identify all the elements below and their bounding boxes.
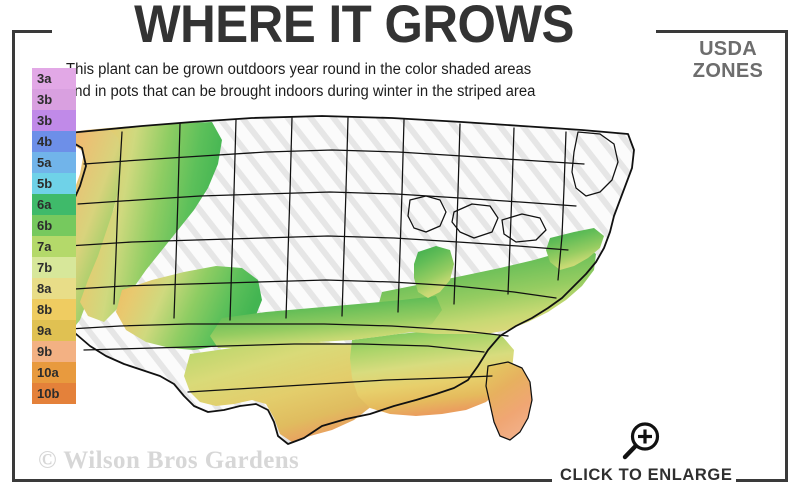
region-texas — [184, 342, 388, 442]
legend-swatch-label: 9b — [37, 344, 53, 359]
legend-swatch-label: 3a — [37, 71, 52, 86]
legend-swatch-label: 7a — [37, 239, 52, 254]
legend-swatch-label: 10a — [37, 365, 59, 380]
legend-swatch-label: 8b — [37, 302, 53, 317]
legend-swatch-3b-2: 3b — [32, 110, 76, 131]
copyright-watermark: © Wilson Bros Gardens — [38, 447, 300, 474]
legend-swatch-9b-13: 9b — [32, 341, 76, 362]
legend-swatch-label: 6a — [37, 197, 52, 212]
legend-swatch-10a-14: 10a — [32, 362, 76, 383]
legend-swatch-5a-4: 5a — [32, 152, 76, 173]
region-southeast — [350, 330, 514, 416]
click-to-enlarge-label[interactable]: CLICK TO ENLARGE — [556, 466, 737, 484]
subtitle-line-1: This plant can be grown outdoors year ro… — [66, 61, 532, 78]
page-title: WHERE IT GROWS — [134, 0, 574, 54]
legend-title-line-1: USDA — [699, 38, 757, 60]
legend-swatch-label: 5b — [37, 176, 53, 191]
legend-swatch-label: 5a — [37, 155, 52, 170]
region-midwest-fringe — [210, 296, 442, 348]
legend-title-line-2: ZONES — [692, 60, 764, 82]
state-borders — [45, 115, 635, 445]
subtitle-line-2: and in pots that can be brought indoors … — [66, 83, 536, 100]
legend-swatch-4b-3: 4b — [32, 131, 76, 152]
frame-gap-title — [52, 24, 656, 40]
legend-title: USDA ZONES — [676, 38, 780, 82]
legend-swatch-label: 9a — [37, 323, 52, 338]
magnify-plus-icon[interactable] — [616, 418, 664, 466]
usda-zone-map[interactable] — [22, 104, 662, 464]
legend-swatch-8a-10: 8a — [32, 278, 76, 299]
legend-swatch-label: 3b — [37, 92, 53, 107]
legend-swatch-label: 10b — [37, 386, 60, 401]
legend-swatch-label: 8a — [37, 281, 52, 296]
legend-swatch-9a-12: 9a — [32, 320, 76, 341]
legend-swatch-7a-8: 7a — [32, 236, 76, 257]
subtitle: This plant can be grown outdoors year ro… — [66, 59, 619, 103]
legend: USDA ZONES — [676, 38, 784, 82]
legend-swatch-label: 4b — [37, 134, 53, 149]
region-coastal-northeast — [546, 228, 604, 270]
legend-swatch-5b-5: 5b — [32, 173, 76, 194]
legend-swatches: 3a 3b 3b 4b 5a 5b 6a 6b 7a 7b 8a 8b 9a 9b 10a 10b — [32, 68, 76, 404]
region-florida — [486, 362, 532, 440]
legend-swatch-6a-6: 6a — [32, 194, 76, 215]
legend-swatch-8b-11: 8b — [32, 299, 76, 320]
legend-swatch-label: 3b — [37, 113, 53, 128]
legend-swatch-7b-9: 7b — [32, 257, 76, 278]
legend-swatch-label: 6b — [37, 218, 53, 233]
legend-swatch-label: 7b — [37, 260, 53, 275]
legend-swatch-3a-0: 3a — [32, 68, 76, 89]
legend-swatch-6b-7: 6b — [32, 215, 76, 236]
legend-swatch-3b-1: 3b — [32, 89, 76, 110]
map-color-layer — [46, 122, 604, 442]
legend-swatch-10b-15: 10b — [32, 383, 76, 404]
